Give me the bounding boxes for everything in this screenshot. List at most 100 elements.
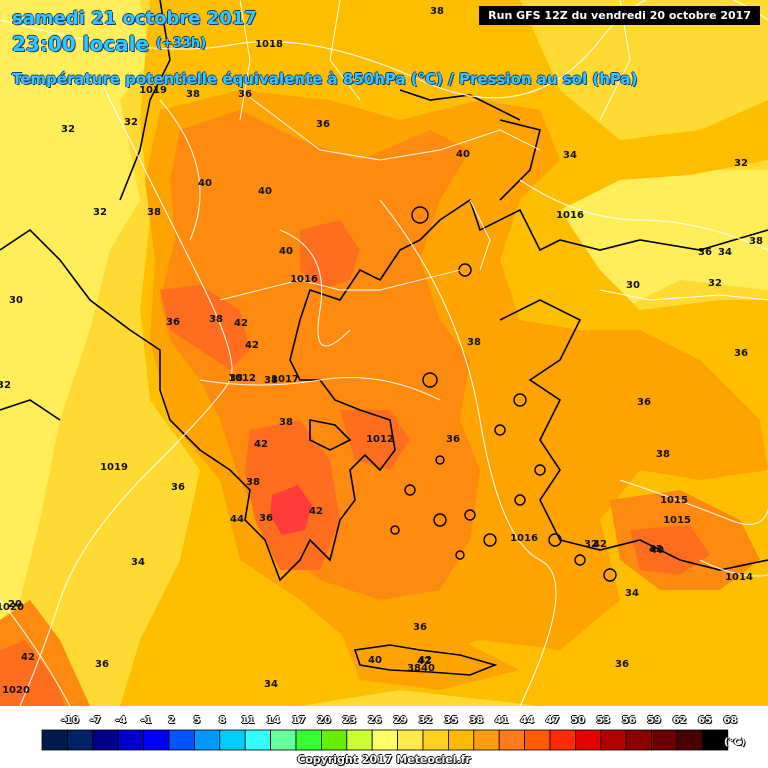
- legend-cell: [295, 729, 322, 751]
- legend-cell: [422, 729, 449, 751]
- temperature-label: 34: [264, 679, 278, 690]
- legend-tick: 14: [266, 715, 281, 726]
- forecast-time: 23:00 locale (+33h): [12, 32, 206, 56]
- temp-zone-42-albania: [160, 285, 250, 370]
- pressure-label: 1012: [228, 373, 256, 384]
- legend-tick: 2: [168, 715, 176, 726]
- pressure-label: 1015: [660, 495, 688, 506]
- legend-cell: [117, 729, 144, 751]
- temperature-label: 36: [171, 482, 185, 493]
- temperature-label: 32: [708, 278, 722, 289]
- temperature-label: 36: [259, 513, 273, 524]
- temperature-label: 42: [649, 544, 663, 555]
- temperature-label: 36: [615, 659, 629, 670]
- temperature-label: 32: [0, 380, 11, 391]
- legend-tick: 56: [621, 715, 636, 726]
- temperature-label: 42: [418, 655, 432, 666]
- temperature-label: 34: [718, 247, 732, 258]
- temperature-label: 1015: [663, 515, 691, 526]
- temperature-label: 36: [413, 622, 427, 633]
- weather-map: 38 36 38 32 32 40 36 38 32 40 40 34 32 38 36 34 30 30 32 36…: [0, 0, 768, 706]
- pressure-label: 1020: [2, 685, 30, 696]
- temperature-label: 40: [456, 149, 470, 160]
- copyright: Copyright 2017 Meteociel.fr: [297, 753, 471, 766]
- temperature-label: 34: [131, 557, 145, 568]
- temperature-label: 36: [238, 89, 252, 100]
- legend-cell: [346, 729, 373, 751]
- temperature-label: 30: [9, 295, 23, 306]
- legend-tick: 38: [469, 715, 484, 726]
- aegean-islands: [390, 206, 617, 582]
- legend-cell: [397, 729, 424, 751]
- temperature-label: 20: [8, 599, 22, 610]
- legend-cell: [67, 729, 94, 751]
- legend-cell: [270, 729, 297, 751]
- temperature-label: 42: [254, 439, 268, 450]
- pressure-label: 1014: [725, 572, 753, 583]
- temperature-label: 36: [734, 348, 748, 359]
- legend-tick: 62: [672, 715, 687, 726]
- temperature-label: 1012: [366, 434, 394, 445]
- legend-tick: 23: [342, 715, 357, 726]
- legend-tick: 29: [393, 715, 408, 726]
- legend-cell: [575, 729, 602, 751]
- forecast-date: samedi 21 octobre 2017: [12, 8, 257, 29]
- legend-cell: [168, 729, 195, 751]
- temp-zone-southwest-hot: [0, 640, 65, 706]
- pressure-label: 1016: [510, 533, 538, 544]
- forecast-lead: (+33h): [155, 36, 207, 51]
- temperature-label: 38: [279, 417, 293, 428]
- pressure-label: 1019: [139, 85, 167, 96]
- temperature-label: 42: [417, 656, 431, 667]
- legend-cell: [371, 729, 399, 751]
- temperature-label: 30: [626, 280, 640, 291]
- legend-tick: 59: [647, 715, 662, 726]
- legend-tick: -7: [89, 715, 101, 726]
- pressure-label: 1020: [0, 602, 24, 613]
- temperature-label: 36: [637, 397, 651, 408]
- pressure-labels: 1018 1019 1016 1016 1017 1019 1016 1015 1014 1020…: [0, 39, 753, 696]
- legend-cell: [143, 729, 170, 751]
- legend-cell: [651, 729, 678, 751]
- temp-zone-42-macedonia: [300, 220, 360, 290]
- legend-cell: [193, 729, 221, 751]
- pressure-label: 1017: [271, 374, 299, 385]
- legend-cell: [549, 729, 576, 751]
- legend-tick: 5: [193, 715, 201, 726]
- legend-tick: 65: [698, 715, 712, 726]
- temperature-label: 40: [368, 655, 382, 666]
- legend-tick: 47: [545, 715, 560, 726]
- temp-zone-32-west: [0, 0, 150, 620]
- temperature-label: 42: [593, 539, 607, 550]
- temperature-label: 38: [467, 337, 481, 348]
- pressure-label: 1019: [100, 462, 128, 473]
- temperature-label: 40: [650, 545, 664, 556]
- temperature-label: 36: [698, 247, 712, 258]
- temperature-label: 38: [209, 314, 223, 325]
- coastlines: [0, 0, 768, 676]
- legend-tick: 68: [723, 715, 738, 726]
- temp-zone-32-east: [560, 170, 768, 310]
- temperature-label: 42: [309, 506, 323, 517]
- legend-tick: 32: [418, 715, 433, 726]
- legend-cell: [498, 729, 526, 751]
- parameter-title: Température potentielle équivalente à 85…: [12, 70, 638, 88]
- isobars: [0, 0, 768, 706]
- color-legend: [0, 706, 768, 768]
- legend-cell: [447, 729, 475, 751]
- legend-tick: 50: [571, 715, 585, 726]
- legend-cell: [92, 729, 119, 751]
- temperature-label: 36: [95, 659, 109, 670]
- temperature-label: 42: [234, 318, 248, 329]
- legend-cell: [702, 729, 729, 751]
- legend-cell: [41, 729, 68, 751]
- temperature-label: 40: [258, 186, 272, 197]
- temperature-label: 36: [446, 434, 460, 445]
- model-run-badge: Run GFS 12Z du vendredi 20 octobre 2017: [479, 6, 760, 25]
- legend-tick: 17: [291, 715, 306, 726]
- temperature-label: 42: [21, 652, 35, 663]
- temperature-label: 42: [245, 340, 259, 351]
- temperature-label: 44: [230, 514, 244, 525]
- temperature-labels: 38 36 38 32 32 40 36 38 32 40 40 34 32 38 36 34 30 30 32 36…: [0, 6, 763, 690]
- legend-tick: 44: [520, 715, 535, 726]
